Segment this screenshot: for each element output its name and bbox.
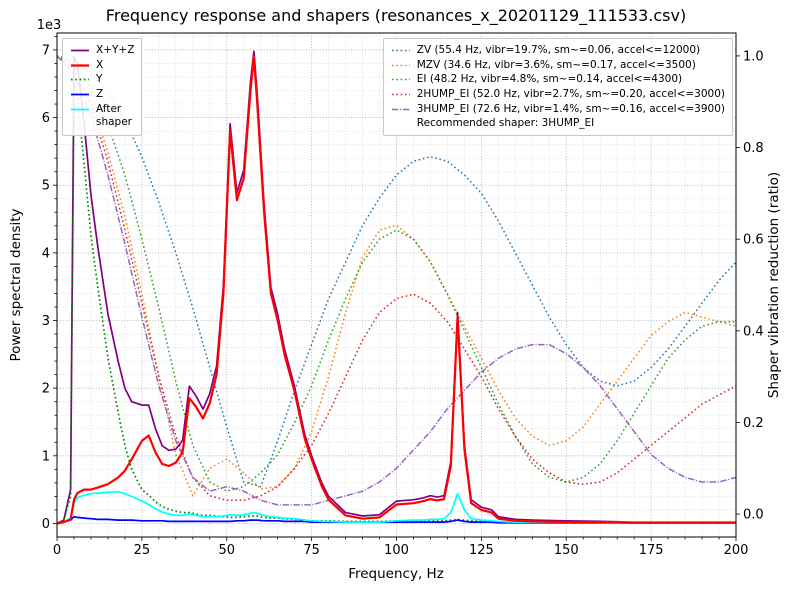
series-zv [57, 55, 736, 488]
legend-item-x-y-z: X+Y+Z [70, 44, 134, 58]
axis-ticks: 0 25 50 75 100 125 150 175 200 0 1 2 3 4 5 6 7 0.0 0.2 0.4 0… [42, 35, 764, 558]
legend-item-mzv: MZV (34.6 Hz, vibr=3.6%, sm~=0.17, accel… [391, 59, 725, 73]
x-tick-label: 75 [303, 543, 320, 558]
x-axis-label: Frequency, Hz [348, 566, 444, 582]
y-left-tick-label: 2 [42, 382, 50, 397]
x-tick-label: 0 [53, 543, 61, 558]
series-3hump-ei [57, 55, 736, 506]
x-legend-line [71, 64, 89, 67]
legend-label-zv: ZV (55.4 Hz, vibr=19.7%, sm~=0.06, accel… [416, 44, 701, 56]
legend-item-2hump-ei: 2HUMP_EI (52.0 Hz, vibr=2.7%, sm~=0.20, … [391, 88, 725, 102]
x-tick-label: 125 [469, 543, 494, 558]
legend-shapers-items: ZV (55.4 Hz, vibr=19.7%, sm~=0.06, accel… [391, 44, 725, 116]
y-right-tick-label: 0.8 [743, 141, 764, 156]
y-left-tick-label: 6 [42, 111, 50, 126]
legend-item-z: Z [70, 88, 134, 102]
legend-item-ei: EI (48.2 Hz, vibr=4.8%, sm~=0.14, accel<… [391, 73, 725, 87]
legend-item-x: X [70, 59, 134, 73]
y-left-offset-text: 1e3 [37, 18, 62, 33]
y-left-tick-label: 4 [42, 246, 50, 261]
y-right-tick-label: 0.2 [743, 416, 764, 431]
chart-title: Frequency response and shapers (resonanc… [106, 6, 686, 26]
plot-series [57, 50, 736, 525]
after-shaper-legend-line [71, 108, 89, 110]
legend-item-after-shaper: After shaper [70, 103, 134, 130]
x-tick-label: 150 [554, 543, 579, 558]
legend-item-3hump-ei: 3HUMP_EI (72.6 Hz, vibr=1.4%, sm~=0.16, … [391, 103, 725, 117]
legend-psd: X+Y+Z X Y Z After shaper [62, 38, 143, 136]
legend-label-3hump-ei: 3HUMP_EI (72.6 Hz, vibr=1.4%, sm~=0.16, … [416, 102, 725, 115]
recommended-shaper-text: Recommended shaper: 3HUMP_EI [416, 117, 595, 130]
series-after-shaper [57, 490, 736, 525]
y-left-tick-label: 7 [42, 43, 50, 58]
series-z [57, 515, 736, 525]
y-left-tick-label: 1 [42, 449, 50, 464]
series-y [57, 82, 736, 525]
ei-legend-line [391, 79, 410, 81]
z-legend-line [71, 93, 89, 96]
2hump-ei-legend-line [391, 93, 410, 96]
legend-label-ei: EI (48.2 Hz, vibr=4.8%, sm~=0.14, accel<… [416, 73, 683, 86]
legend-label-z: Z [96, 87, 104, 100]
legend-label-after-shaper: After shaper [96, 102, 133, 129]
x-tick-label: 175 [639, 543, 664, 558]
3hump-ei-legend-line [391, 108, 410, 110]
y-right-tick-label: 0.4 [743, 324, 764, 339]
x-tick-label: 25 [134, 543, 151, 558]
legend-label-2hump-ei: 2HUMP_EI (52.0 Hz, vibr=2.7%, sm~=0.20, … [416, 87, 725, 100]
series-x [57, 55, 736, 525]
legend-item-zv: ZV (55.4 Hz, vibr=19.7%, sm~=0.06, accel… [391, 44, 725, 58]
y-right-tick-label: 0.6 [743, 233, 764, 248]
zv-legend-line [391, 49, 410, 52]
x-tick-label: 200 [724, 543, 749, 558]
legend-label-y: Y [96, 73, 103, 86]
x-tick-label: 50 [218, 543, 235, 558]
legend-shapers: ZV (55.4 Hz, vibr=19.7%, sm~=0.06, accel… [382, 38, 733, 136]
x-tick-label: 100 [384, 543, 409, 558]
y-left-tick-label: 3 [42, 314, 50, 329]
y-left-axis-label: Power spectral density [8, 208, 24, 361]
y-left-tick-label: 0 [42, 517, 50, 532]
y-right-axis-label: Shaper vibration reduction (ratio) [766, 172, 782, 398]
x-y-z-legend-line [71, 49, 89, 52]
legend-item-y: Y [70, 73, 134, 87]
legend-label-mzv: MZV (34.6 Hz, vibr=3.6%, sm~=0.17, accel… [416, 58, 696, 71]
legend-label-x: X [96, 58, 104, 71]
y-right-tick-label: 1.0 [743, 49, 764, 64]
mzv-legend-line [391, 64, 410, 66]
y-left-tick-label: 5 [42, 179, 50, 194]
y-right-tick-label: 0.0 [743, 508, 764, 523]
y-legend-line [71, 78, 89, 81]
legend-label-x-y-z: X+Y+Z [96, 44, 135, 56]
